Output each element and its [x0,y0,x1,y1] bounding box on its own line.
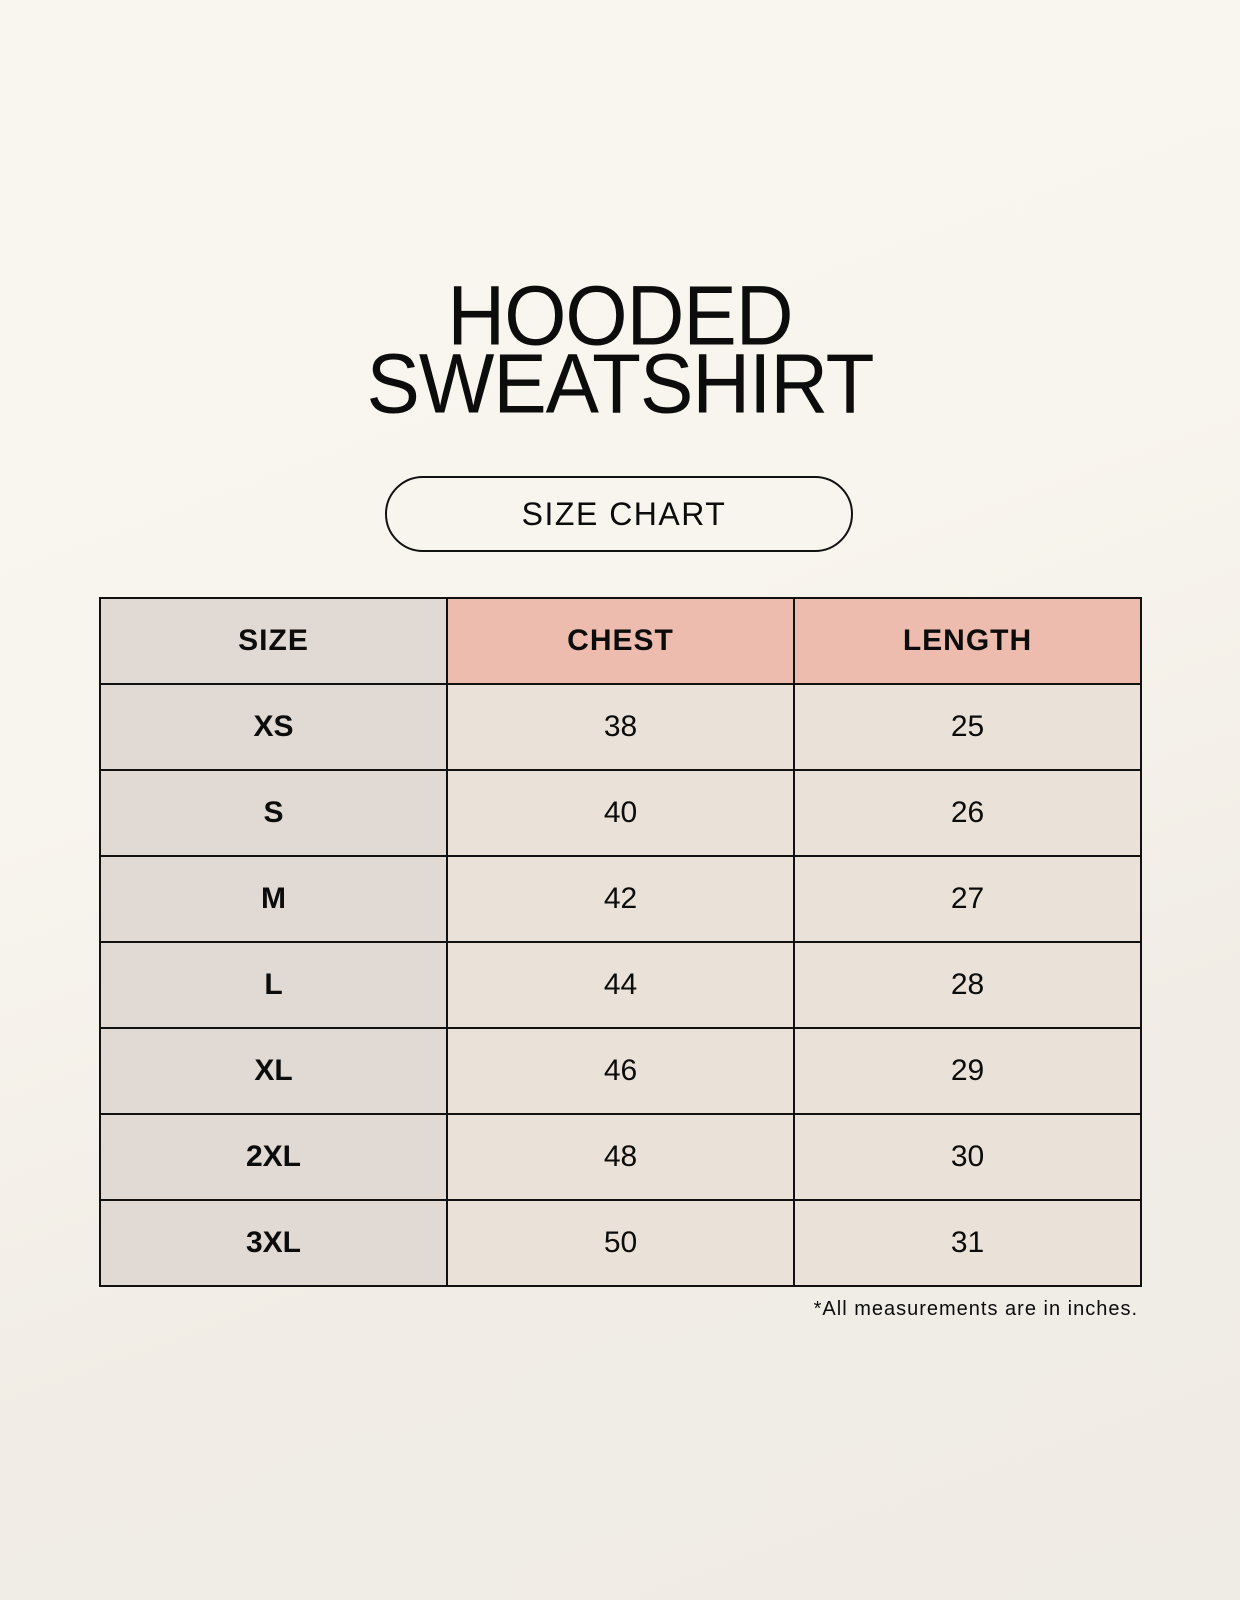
size-cell: S [99,769,448,857]
header-length: LENGTH [793,597,1142,685]
chest-cell: 44 [446,941,795,1029]
table-row: M 42 27 [99,855,1142,943]
length-cell: 30 [793,1113,1142,1201]
size-cell: XL [99,1027,448,1115]
page-title: HOODED SWEATSHIRT [0,268,1240,431]
table-row: L 44 28 [99,941,1142,1029]
table-row: S 40 26 [99,769,1142,857]
size-cell: 3XL [99,1199,448,1287]
size-cell: 2XL [99,1113,448,1201]
size-chart-label: SIZE CHART [385,476,853,552]
table-row: XL 46 29 [99,1027,1142,1115]
chest-cell: 42 [446,855,795,943]
chest-cell: 46 [446,1027,795,1115]
footnote: *All measurements are in inches. [813,1298,1138,1320]
title-line-1: HOODED [447,268,793,363]
length-cell: 31 [793,1199,1142,1287]
length-cell: 28 [793,941,1142,1029]
table-row: 2XL 48 30 [99,1113,1142,1201]
size-cell: XS [99,683,448,771]
header-size: SIZE [99,597,448,685]
table-header-row: SIZE CHEST LENGTH [99,597,1142,685]
size-cell: M [99,855,448,943]
size-cell: L [99,941,448,1029]
chest-cell: 38 [446,683,795,771]
chest-cell: 50 [446,1199,795,1287]
length-cell: 25 [793,683,1142,771]
length-cell: 26 [793,769,1142,857]
title-line-2: SWEATSHIRT [366,336,874,431]
table-row: XS 38 25 [99,683,1142,771]
length-cell: 27 [793,855,1142,943]
header-chest: CHEST [446,597,795,685]
chest-cell: 40 [446,769,795,857]
length-cell: 29 [793,1027,1142,1115]
size-table: SIZE CHEST LENGTH XS 38 25 S 40 26 M 42 27 L 44 28 X… [99,597,1142,1287]
table-row: 3XL 50 31 [99,1199,1142,1287]
chest-cell: 48 [446,1113,795,1201]
